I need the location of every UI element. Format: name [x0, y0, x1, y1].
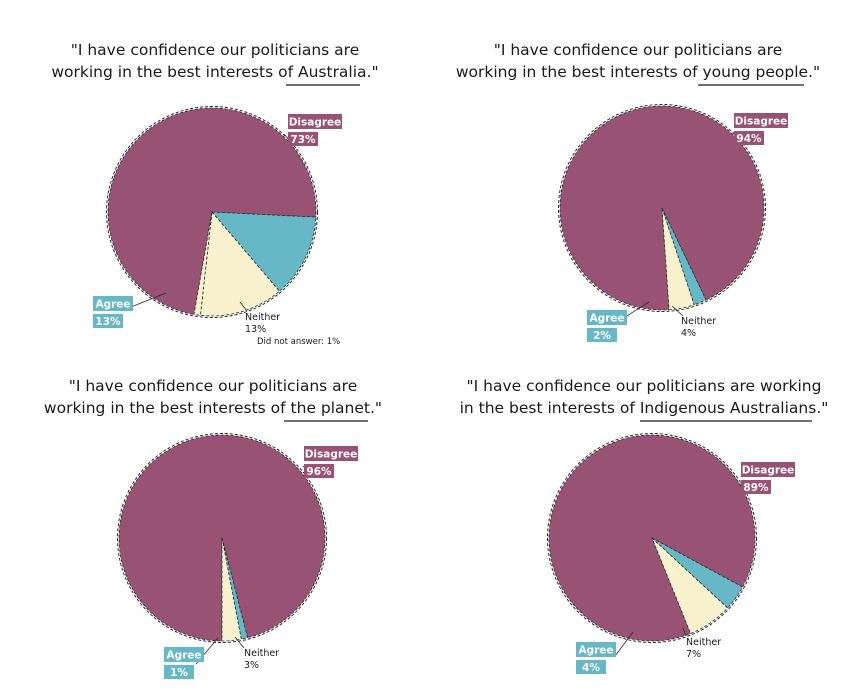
- chart-title-prefix: in the best interests of: [460, 399, 640, 417]
- chart-title-line-1: "I have confidence our politicians are: [494, 41, 783, 59]
- pie-slice-neither: [661, 207, 695, 311]
- neither-value: 7%: [686, 649, 701, 660]
- agree-label: Agree: [95, 299, 130, 311]
- chart-title-line-1: "I have confidence our politicians are: [69, 377, 358, 395]
- disagree-value-tag: [304, 464, 334, 478]
- neither-label: Neither: [681, 316, 716, 327]
- chart-title-tail: ": [371, 63, 378, 81]
- agree-tag: [587, 310, 627, 325]
- pie-slice-neither: [221, 537, 242, 642]
- neither-label: Neither: [686, 637, 721, 648]
- pie-slice-did-not-answer: [193, 211, 213, 316]
- pie-slice-agree: [661, 207, 707, 306]
- disagree-value-tag: [288, 132, 318, 146]
- disagree-label: Disagree: [289, 117, 342, 129]
- chart-title-line-1: "I have confidence our politicians are: [71, 41, 360, 59]
- disagree-label: Disagree: [735, 116, 788, 128]
- agree-value-tag: [93, 314, 123, 328]
- disagree-value: 89%: [743, 482, 769, 494]
- neither-label: Neither: [245, 312, 280, 323]
- disagree-tag: [288, 114, 342, 129]
- leader-line-neither: [671, 305, 684, 317]
- pie-slice-neither: [199, 211, 280, 317]
- chart-title-emphasis: Australia.: [298, 63, 372, 81]
- agree-tag: [164, 647, 204, 662]
- agree-label: Agree: [578, 645, 613, 657]
- pie-slice-agree: [651, 537, 744, 609]
- chart-title-line-1: "I have confidence our politicians are w…: [467, 377, 822, 395]
- chart-title-line-2: working in the best interests of Austral…: [51, 63, 378, 81]
- pie-panel-1: "I have confidence our politicians are wo…: [51, 41, 378, 347]
- agree-label: Agree: [589, 313, 624, 325]
- chart-title-emphasis: the planet.: [291, 399, 375, 417]
- disagree-tag: [741, 462, 795, 477]
- agree-value: 1%: [170, 667, 188, 679]
- agree-value: 13%: [95, 316, 121, 328]
- chart-title-line-2: in the best interests of Indigenous Aust…: [460, 399, 829, 417]
- did-not-answer-note: Did not answer: 1%: [257, 337, 340, 347]
- leader-line-neither: [682, 627, 687, 637]
- pie-outline: [558, 104, 766, 312]
- pie-slice-disagree: [107, 107, 317, 315]
- agree-value-tag: [164, 665, 194, 679]
- pie-outline: [547, 433, 757, 643]
- pie-outline: [117, 433, 327, 643]
- chart-title-prefix: working in the best interests of: [44, 399, 291, 417]
- neither-label: Neither: [244, 648, 279, 659]
- pie-panel-3: "I have confidence our politicians are wo…: [44, 377, 382, 679]
- disagree-label: Disagree: [742, 465, 795, 477]
- disagree-value: 73%: [290, 134, 316, 146]
- pie-panel-2: "I have confidence our politicians are wo…: [456, 41, 820, 342]
- pie-outline: [106, 106, 318, 318]
- chart-title-tail: ": [813, 63, 820, 81]
- chart-title-emphasis: Indigenous Australians.: [640, 399, 821, 417]
- disagree-value: 94%: [736, 133, 762, 145]
- neither-value: 3%: [244, 660, 259, 671]
- neither-value: 4%: [681, 328, 696, 339]
- pie-slice-agree: [211, 211, 317, 292]
- pie-panel-4: "I have confidence our politicians are w…: [460, 377, 829, 674]
- agree-value-tag: [587, 328, 617, 342]
- chart-title-emphasis: young people.: [702, 63, 813, 81]
- neither-value: 13%: [245, 324, 266, 335]
- disagree-value-tag: [734, 131, 764, 145]
- agree-tag: [576, 642, 616, 657]
- agree-value: 2%: [593, 330, 611, 342]
- leader-line-agree: [130, 292, 167, 308]
- disagree-tag: [304, 446, 358, 461]
- chart-title-line-2: working in the best interests of the pla…: [44, 399, 382, 417]
- leader-line-neither: [239, 301, 248, 312]
- chart-title-tail: ": [375, 399, 382, 417]
- leader-line-agree: [614, 631, 634, 657]
- disagree-tag: [734, 113, 788, 128]
- pie-slice-neither: [651, 537, 729, 635]
- pie-slice-agree: [221, 537, 249, 640]
- disagree-value: 96%: [306, 466, 332, 478]
- chart-title-line-2: working in the best interests of young p…: [456, 63, 820, 81]
- chart-title-prefix: working in the best interests of: [51, 63, 298, 81]
- chart-title-tail: ": [821, 399, 828, 417]
- agree-value: 4%: [582, 662, 600, 674]
- leader-line-neither: [234, 636, 245, 649]
- agree-label: Agree: [166, 650, 201, 662]
- disagree-value-tag: [741, 480, 771, 494]
- agree-value-tag: [576, 660, 606, 674]
- chart-title-prefix: working in the best interests of: [456, 63, 703, 81]
- agree-tag: [93, 296, 133, 311]
- disagree-label: Disagree: [305, 449, 358, 461]
